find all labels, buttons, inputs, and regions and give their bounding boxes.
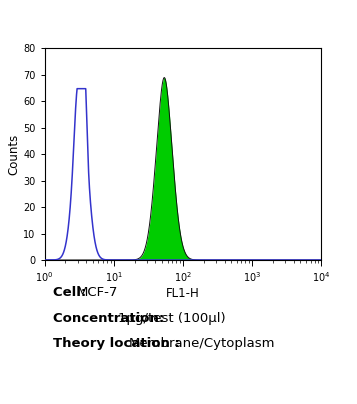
Text: MCF-7: MCF-7 xyxy=(76,286,118,299)
Text: Membrane/Cytoplasm: Membrane/Cytoplasm xyxy=(129,337,276,351)
Y-axis label: Counts: Counts xyxy=(7,134,20,175)
Text: Concentration:: Concentration: xyxy=(53,312,169,325)
Text: 1μg/test (100μl): 1μg/test (100μl) xyxy=(118,312,226,325)
X-axis label: FL1-H: FL1-H xyxy=(166,287,200,300)
Text: Cell:: Cell: xyxy=(53,286,91,299)
Text: Theory location :: Theory location : xyxy=(53,337,185,351)
